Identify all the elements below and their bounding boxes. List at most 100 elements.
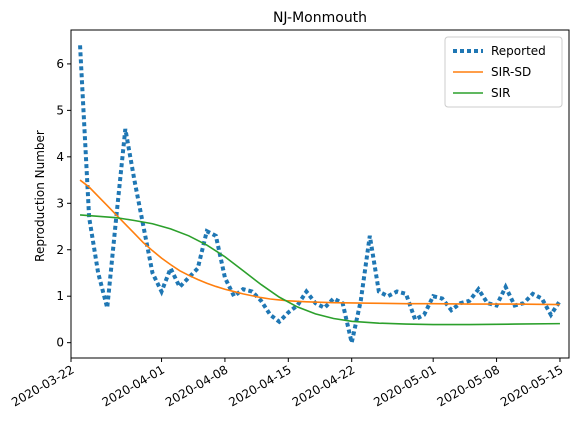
data-point-sir-sd [125,224,126,225]
data-point-reported [243,289,244,290]
legend-box [444,36,563,108]
data-point-reported [98,273,99,274]
data-point-reported [378,291,379,292]
data-point-sir [297,307,298,308]
data-point-sir [188,235,189,236]
data-point-reported [514,305,515,306]
data-point-sir-sd [197,279,198,280]
data-point-sir [279,297,280,298]
data-point-sir-sd [369,303,370,304]
y-tick-label: 0 [56,336,64,350]
legend: Reported SIR-SD SIR [444,36,563,108]
data-point-reported [279,321,280,322]
data-point-reported [424,314,425,315]
data-point-reported [388,296,389,297]
data-point-reported [288,312,289,313]
data-point-sir-sd [433,303,434,304]
data-point-sir [406,324,407,325]
data-point-reported [252,291,253,292]
data-point-sir-sd [243,293,244,294]
x-axis: 2020-03-22 2020-04-012020-04-082020-04-15… [9,358,565,409]
data-point-sir-sd [225,289,226,290]
x-tick-label: 2020-04-01 [100,362,167,409]
data-point-reported [433,296,434,297]
y-tick-label: 2 [56,243,64,257]
y-tick-label: 5 [56,103,64,117]
data-point-reported [143,226,144,227]
legend-label-sir-sd: SIR-SD [491,65,531,79]
data-point-sir [433,324,434,325]
y-axis: 0 1 2 3 4 5 6 [56,57,71,350]
data-point-sir [351,321,352,322]
y-tick-label: 4 [56,150,64,164]
data-point-sir [261,284,262,285]
data-point-sir-sd [279,300,280,301]
data-point-sir-sd [152,250,153,251]
data-point-reported [406,293,407,294]
data-point-sir-sd [116,215,117,216]
data-point-reported [478,289,479,290]
data-point-reported [161,291,162,292]
x-tick-label: 2020-04-08 [163,362,230,409]
data-point-sir [98,216,99,217]
data-point-reported [541,298,542,299]
data-point-sir-sd [134,233,135,234]
legend-label-sir: SIR [491,86,511,100]
data-point-reported [397,291,398,292]
x-tick-label: 2020-04-15 [226,362,293,409]
data-point-reported [206,231,207,232]
y-tick-label: 3 [56,196,64,210]
data-point-reported [297,305,298,306]
data-point-sir-sd [107,205,108,206]
data-point-reported [80,45,81,46]
data-point-reported [197,268,198,269]
data-point-sir-sd [143,242,144,243]
data-point-reported [560,300,561,301]
data-point-sir [514,324,515,325]
data-point-reported [532,293,533,294]
data-point-sir-sd [161,258,162,259]
data-point-sir-sd [170,264,171,265]
data-point-reported [306,291,307,292]
plot-frame [70,29,570,359]
data-point-sir-sd [469,304,470,305]
data-point-sir-sd [306,301,307,302]
data-point-reported [469,300,470,301]
data-point-sir-sd [261,297,262,298]
series-line-sir-sd [79,179,560,306]
chart-title: NJ-Monmouth [273,10,367,26]
data-point-sir [315,313,316,314]
data-point-reported [442,298,443,299]
data-point-sir-sd [560,304,561,305]
data-point-sir [206,245,207,246]
data-point-reported [415,319,416,320]
data-point-reported [261,300,262,301]
data-point-reported [451,310,452,311]
data-point-reported [270,314,271,315]
data-point-reported [188,277,189,278]
data-point-sir-sd [514,304,515,305]
data-point-sir [134,220,135,221]
data-point-reported [315,303,316,304]
data-point-sir [378,323,379,324]
data-point-sir-sd [89,187,90,188]
data-point-reported [496,305,497,306]
data-point-reported [125,129,126,130]
data-point-reported [360,300,361,301]
data-point-sir [333,318,334,319]
data-point-sir-sd [179,270,180,271]
data-point-sir [225,256,226,257]
y-tick-label: 6 [56,57,64,71]
data-point-reported [152,273,153,274]
data-point-reported [170,268,171,269]
data-point-sir-sd [188,275,189,276]
x-tick-label: 2020-05-08 [435,362,502,409]
plot-area [78,45,562,344]
data-point-reported [215,235,216,236]
data-point-reported [333,298,334,299]
data-point-reported [179,287,180,288]
data-point-sir-sd [234,291,235,292]
data-point-reported [324,307,325,308]
data-point-reported [134,180,135,181]
data-point-reported [225,277,226,278]
